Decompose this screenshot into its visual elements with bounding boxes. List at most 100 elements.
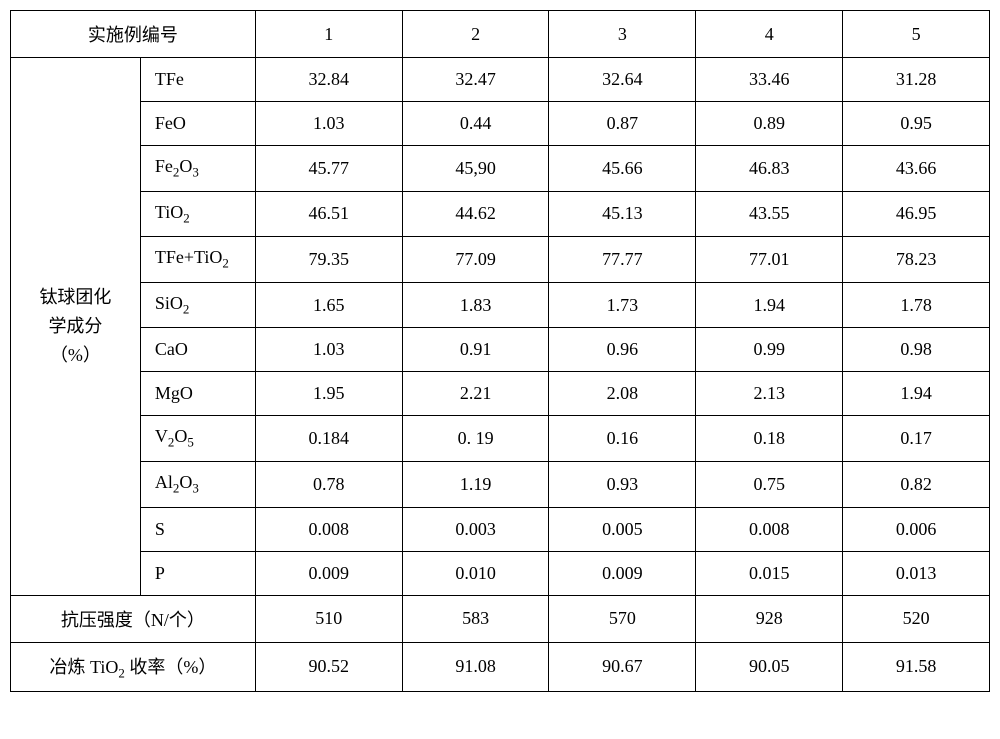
table-row: 钛球团化学成分（%） TFe 32.84 32.47 32.64 33.46 3… (11, 58, 990, 102)
cell: 0. 19 (402, 416, 549, 462)
composition-table: 实施例编号 1 2 3 4 5 钛球团化学成分（%） TFe 32.84 32.… (10, 10, 990, 692)
cell: 1.65 (255, 282, 402, 328)
table-row: MgO 1.95 2.21 2.08 2.13 1.94 (11, 372, 990, 416)
table-row: Al2O3 0.78 1.19 0.93 0.75 0.82 (11, 461, 990, 507)
cell: 77.01 (696, 237, 843, 283)
footer-row-yield-label: 冶炼 TiO2 收率（%） (11, 642, 256, 692)
cell: 1.83 (402, 282, 549, 328)
chem-name-tfe: TFe (140, 58, 255, 102)
cell: 0.44 (402, 102, 549, 146)
cell: 0.003 (402, 507, 549, 551)
cell: 0.009 (549, 551, 696, 595)
cell: 32.84 (255, 58, 402, 102)
table-header-row: 实施例编号 1 2 3 4 5 (11, 11, 990, 58)
cell: 1.94 (843, 372, 990, 416)
table-row: TFe+TiO2 79.35 77.09 77.77 77.01 78.23 (11, 237, 990, 283)
cell: 0.006 (843, 507, 990, 551)
cell: 0.008 (255, 507, 402, 551)
table-row: CaO 1.03 0.91 0.96 0.99 0.98 (11, 328, 990, 372)
cell: 2.08 (549, 372, 696, 416)
chem-name-al2o3: Al2O3 (140, 461, 255, 507)
table-row: SiO2 1.65 1.83 1.73 1.94 1.78 (11, 282, 990, 328)
cell: 0.013 (843, 551, 990, 595)
cell: 32.47 (402, 58, 549, 102)
header-col-5: 5 (843, 11, 990, 58)
table-row: P 0.009 0.010 0.009 0.015 0.013 (11, 551, 990, 595)
table-row: 抗压强度（N/个） 510 583 570 928 520 (11, 595, 990, 642)
chem-name-s: S (140, 507, 255, 551)
cell: 77.09 (402, 237, 549, 283)
cell: 1.03 (255, 328, 402, 372)
cell: 33.46 (696, 58, 843, 102)
chem-name-tfe-tio2: TFe+TiO2 (140, 237, 255, 283)
header-col-3: 3 (549, 11, 696, 58)
cell: 0.009 (255, 551, 402, 595)
table-row: TiO2 46.51 44.62 45.13 43.55 46.95 (11, 191, 990, 237)
cell: 46.51 (255, 191, 402, 237)
cell: 0.87 (549, 102, 696, 146)
chem-name-cao: CaO (140, 328, 255, 372)
table-row: Fe2O3 45.77 45,90 45.66 46.83 43.66 (11, 146, 990, 192)
cell: 0.98 (843, 328, 990, 372)
cell: 45.66 (549, 146, 696, 192)
cell: 1.73 (549, 282, 696, 328)
header-col-2: 2 (402, 11, 549, 58)
cell: 43.55 (696, 191, 843, 237)
cell: 1.19 (402, 461, 549, 507)
cell: 46.95 (843, 191, 990, 237)
cell: 0.95 (843, 102, 990, 146)
cell: 0.16 (549, 416, 696, 462)
cell: 79.35 (255, 237, 402, 283)
cell: 46.83 (696, 146, 843, 192)
cell: 0.99 (696, 328, 843, 372)
cell: 2.13 (696, 372, 843, 416)
cell: 90.67 (549, 642, 696, 692)
chem-name-p: P (140, 551, 255, 595)
cell: 0.010 (402, 551, 549, 595)
cell: 0.005 (549, 507, 696, 551)
chem-group-label: 钛球团化学成分（%） (39, 287, 111, 365)
cell: 0.93 (549, 461, 696, 507)
cell: 0.015 (696, 551, 843, 595)
cell: 45,90 (402, 146, 549, 192)
cell: 520 (843, 595, 990, 642)
cell: 0.82 (843, 461, 990, 507)
cell: 32.64 (549, 58, 696, 102)
cell: 90.05 (696, 642, 843, 692)
cell: 0.184 (255, 416, 402, 462)
cell: 510 (255, 595, 402, 642)
chem-name-mgo: MgO (140, 372, 255, 416)
cell: 583 (402, 595, 549, 642)
cell: 2.21 (402, 372, 549, 416)
cell: 31.28 (843, 58, 990, 102)
cell: 90.52 (255, 642, 402, 692)
cell: 44.62 (402, 191, 549, 237)
cell: 0.91 (402, 328, 549, 372)
cell: 1.03 (255, 102, 402, 146)
cell: 0.89 (696, 102, 843, 146)
chem-name-feo: FeO (140, 102, 255, 146)
header-col-1: 1 (255, 11, 402, 58)
cell: 0.75 (696, 461, 843, 507)
table-row: 冶炼 TiO2 收率（%） 90.52 91.08 90.67 90.05 91… (11, 642, 990, 692)
cell: 91.58 (843, 642, 990, 692)
cell: 45.77 (255, 146, 402, 192)
header-example-number: 实施例编号 (11, 11, 256, 58)
table-row: V2O5 0.184 0. 19 0.16 0.18 0.17 (11, 416, 990, 462)
cell: 1.78 (843, 282, 990, 328)
cell: 77.77 (549, 237, 696, 283)
table-row: FeO 1.03 0.44 0.87 0.89 0.95 (11, 102, 990, 146)
chem-name-tio2: TiO2 (140, 191, 255, 237)
table-row: S 0.008 0.003 0.005 0.008 0.006 (11, 507, 990, 551)
cell: 45.13 (549, 191, 696, 237)
chem-name-v2o5: V2O5 (140, 416, 255, 462)
cell: 1.94 (696, 282, 843, 328)
cell: 78.23 (843, 237, 990, 283)
chem-group-header: 钛球团化学成分（%） (11, 58, 141, 596)
cell: 0.17 (843, 416, 990, 462)
cell: 0.008 (696, 507, 843, 551)
cell: 0.78 (255, 461, 402, 507)
footer-row-strength-label: 抗压强度（N/个） (11, 595, 256, 642)
cell: 1.95 (255, 372, 402, 416)
cell: 91.08 (402, 642, 549, 692)
